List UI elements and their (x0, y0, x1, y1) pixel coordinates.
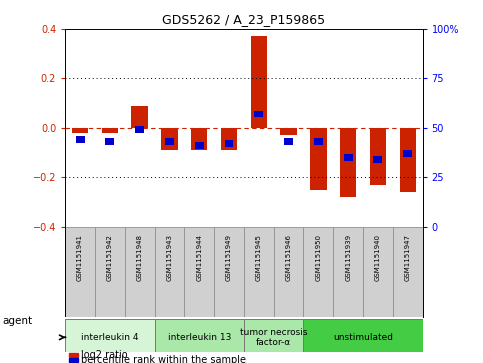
Bar (155, 319, 244, 355)
Text: GSM1151940: GSM1151940 (375, 234, 381, 281)
Bar (399, 128, 416, 192)
Bar (363, 227, 393, 317)
Text: GSM1151946: GSM1151946 (285, 234, 292, 281)
Bar (95, 227, 125, 317)
Bar (314, 138, 323, 145)
Bar (303, 227, 333, 317)
Text: interleukin 4: interleukin 4 (81, 333, 139, 342)
Bar (251, 36, 267, 128)
Bar (69, 353, 78, 356)
Bar (161, 128, 178, 150)
Bar (333, 227, 363, 317)
Bar (340, 128, 356, 197)
Text: GSM1151949: GSM1151949 (226, 234, 232, 281)
Bar (373, 156, 383, 163)
Bar (370, 128, 386, 185)
Bar (303, 319, 423, 355)
Text: agent: agent (2, 316, 32, 326)
Bar (191, 128, 207, 150)
Bar (195, 142, 204, 149)
Bar (403, 150, 412, 157)
Bar (244, 227, 274, 317)
Bar (165, 138, 174, 145)
Bar (255, 111, 263, 118)
Bar (65, 227, 95, 317)
Text: GSM1151944: GSM1151944 (196, 234, 202, 281)
Bar (135, 126, 144, 133)
Title: GDS5262 / A_23_P159865: GDS5262 / A_23_P159865 (162, 13, 326, 26)
Bar (225, 140, 233, 147)
Bar (105, 138, 114, 145)
Text: GSM1151945: GSM1151945 (256, 234, 262, 281)
Bar (131, 106, 148, 128)
Text: tumor necrosis
factor-α: tumor necrosis factor-α (240, 328, 308, 347)
Bar (185, 227, 214, 317)
Text: GSM1151941: GSM1151941 (77, 234, 83, 281)
Bar (69, 358, 78, 362)
Bar (65, 319, 155, 355)
Text: log2 ratio: log2 ratio (81, 350, 128, 360)
Bar (76, 136, 85, 143)
Bar (102, 128, 118, 133)
Text: interleukin 13: interleukin 13 (168, 333, 231, 342)
Bar (284, 138, 293, 145)
Bar (125, 227, 155, 317)
Text: GSM1151950: GSM1151950 (315, 234, 321, 281)
Bar (344, 154, 353, 161)
Bar (281, 128, 297, 135)
Bar (221, 128, 237, 150)
Text: GSM1151948: GSM1151948 (137, 234, 142, 281)
Text: GSM1151943: GSM1151943 (167, 234, 172, 281)
Bar (393, 227, 423, 317)
Text: unstimulated: unstimulated (333, 333, 393, 342)
Bar (274, 227, 303, 317)
Bar (214, 227, 244, 317)
Bar (155, 227, 185, 317)
Bar (244, 319, 303, 355)
Text: GSM1151939: GSM1151939 (345, 234, 351, 281)
Bar (310, 128, 327, 189)
Text: GSM1151947: GSM1151947 (405, 234, 411, 281)
Bar (72, 128, 88, 133)
Text: percentile rank within the sample: percentile rank within the sample (81, 355, 246, 363)
Text: GSM1151942: GSM1151942 (107, 234, 113, 281)
